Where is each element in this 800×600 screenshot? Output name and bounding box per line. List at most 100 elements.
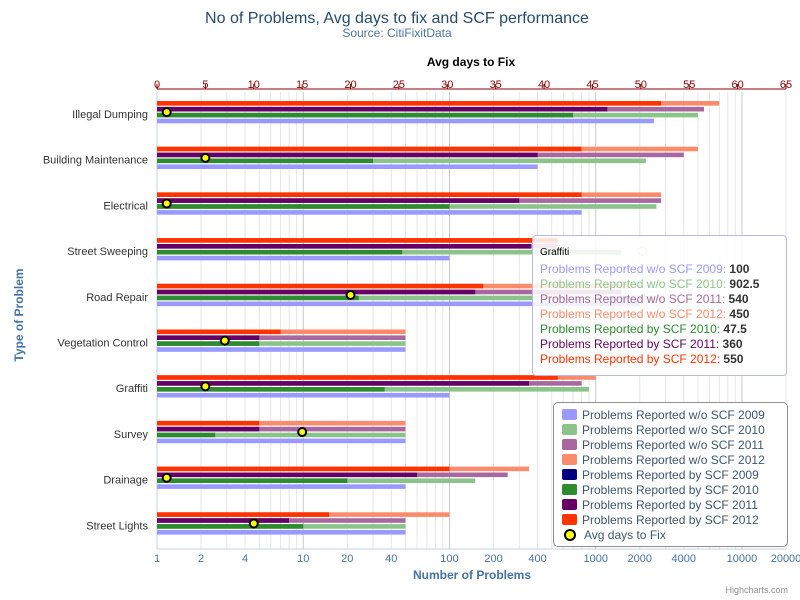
bar[interactable] (157, 426, 406, 432)
bar[interactable] (157, 249, 403, 255)
bar[interactable] (157, 420, 406, 426)
x-tick-label: 20 (341, 553, 353, 565)
tooltip-series-label: Problems Reported w/o SCF 2010: (540, 277, 730, 291)
bar[interactable] (157, 335, 406, 340)
bar[interactable] (157, 158, 646, 164)
bar[interactable] (157, 329, 406, 335)
top-tick-label: 20 (344, 79, 356, 91)
bar[interactable] (157, 466, 450, 472)
legend-label: Problems Reported w/o SCF 2010 (582, 422, 765, 437)
legend-item[interactable]: Problems Reported w/o SCF 2009 (562, 407, 787, 422)
bar[interactable] (157, 524, 304, 529)
bar[interactable] (157, 106, 608, 112)
bar[interactable] (157, 375, 558, 380)
bar[interactable] (157, 192, 582, 197)
category-label: Graffiti (116, 383, 148, 395)
avg-days-marker[interactable] (161, 107, 172, 118)
tooltip-row: Problems Reported by SCF 2011: 360 (540, 337, 786, 352)
bar[interactable] (157, 387, 385, 392)
bar[interactable] (157, 381, 530, 386)
bar[interactable] (157, 238, 558, 243)
bar[interactable] (157, 329, 281, 335)
bar[interactable] (157, 530, 406, 535)
bar[interactable] (157, 295, 666, 301)
legend-swatch-icon (562, 514, 577, 525)
tooltip-row: Problems Reported by SCF 2010: 47.5 (540, 322, 786, 337)
category-label: Building Maintenance (43, 155, 148, 167)
bar[interactable] (157, 432, 406, 438)
category-label: Electrical (103, 200, 148, 212)
legend-item[interactable]: Problems Reported by SCF 2011 (562, 497, 787, 512)
legend-label: Problems Reported by SCF 2010 (582, 482, 759, 497)
bar[interactable] (157, 158, 374, 164)
bar[interactable] (157, 392, 450, 398)
bar[interactable] (157, 478, 348, 483)
bar[interactable] (157, 164, 538, 169)
bar[interactable] (157, 146, 582, 152)
avg-days-marker[interactable] (200, 381, 211, 392)
legend-item[interactable]: Problems Reported by SCF 2010 (562, 482, 787, 497)
bar[interactable] (157, 210, 582, 215)
bar[interactable] (157, 341, 406, 346)
avg-days-marker[interactable] (161, 472, 172, 483)
bar[interactable] (157, 432, 216, 438)
legend-item[interactable]: Problems Reported by SCF 2009 (562, 467, 787, 482)
bottom-axis-ticks: 1 2 4 10 20 40 100 200 400 1000 2000 4000 10000 20000 (154, 553, 800, 565)
bar[interactable] (157, 335, 260, 340)
bar[interactable] (157, 518, 290, 523)
avg-days-marker[interactable] (200, 152, 211, 163)
tooltip-series-label: Problems Reported w/o SCF 2012: (540, 307, 730, 321)
bar[interactable] (157, 289, 476, 295)
legend-item[interactable]: Problems Reported w/o SCF 2011 (562, 437, 787, 452)
top-tick-label: 40 (538, 79, 550, 91)
legend-swatch-icon (562, 499, 577, 510)
top-tick-label: 0 (154, 79, 160, 91)
bar[interactable] (157, 301, 640, 307)
tooltip-value: 47.5 (723, 322, 747, 336)
bar[interactable] (157, 255, 450, 261)
bar[interactable] (157, 244, 531, 249)
avg-days-marker[interactable] (248, 518, 259, 529)
legend-item[interactable]: Problems Reported by SCF 2012 (562, 512, 787, 527)
avg-days-marker[interactable] (345, 289, 356, 300)
tooltip-header: Graffiti (540, 247, 570, 258)
avg-days-marker[interactable] (297, 427, 308, 438)
bar[interactable] (157, 283, 484, 289)
x-tick-label: 1000 (583, 553, 607, 565)
avg-days-marker[interactable] (161, 198, 172, 209)
legend-label: Problems Reported by SCF 2009 (582, 467, 759, 482)
category-label: Street Sweeping (67, 246, 148, 258)
bar[interactable] (157, 512, 329, 517)
x-tick-label: 10 (297, 553, 309, 565)
credits-link[interactable]: Highcharts.com (725, 585, 788, 595)
bar[interactable] (157, 118, 654, 124)
bar[interactable] (157, 198, 520, 203)
tooltip-value: 902.5 (729, 277, 760, 291)
legend-item[interactable]: Problems Reported w/o SCF 2012 (562, 452, 787, 467)
legend-item-avg-days[interactable]: Avg days to Fix (562, 527, 787, 542)
bar[interactable] (157, 152, 538, 158)
tooltip-value: 360 (722, 337, 743, 351)
bar[interactable] (157, 484, 406, 489)
bar[interactable] (157, 420, 260, 426)
bar[interactable] (157, 472, 418, 478)
bar[interactable] (157, 204, 450, 209)
legend-swatch-icon (562, 469, 577, 480)
bar[interactable] (157, 101, 662, 106)
bar[interactable] (157, 438, 406, 444)
legend-label: Problems Reported w/o SCF 2009 (582, 407, 765, 422)
x-tick-label: 1 (154, 553, 160, 565)
bar[interactable] (157, 347, 406, 352)
bar[interactable] (157, 112, 574, 118)
legend-item[interactable]: Problems Reported w/o SCF 2010 (562, 422, 787, 437)
category-label: Illegal Dumping (72, 109, 148, 121)
category-label: Drainage (103, 475, 148, 487)
bar[interactable] (157, 426, 260, 432)
chart-title: No of Problems, Avg days to fix and SCF … (205, 10, 589, 27)
bar[interactable] (157, 341, 260, 346)
bar[interactable] (157, 295, 359, 301)
top-tick-label: 45 (586, 79, 598, 91)
top-tick-label: 60 (731, 79, 743, 91)
top-tick-label: 5 (202, 79, 208, 91)
avg-days-marker[interactable] (219, 335, 230, 346)
